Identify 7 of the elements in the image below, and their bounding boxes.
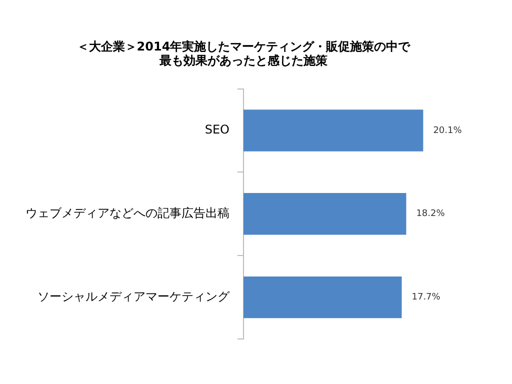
data-label: 18.2% — [416, 209, 446, 220]
y-tick-label: ソーシャルメディアマーケティング — [38, 289, 230, 304]
data-label: 20.1% — [433, 126, 462, 136]
data-label: 17.7% — [412, 292, 441, 303]
y-tick-label: SEO — [204, 122, 230, 137]
chart-title: ＜大企業＞2014年実施したマーケティング・販促施策の中で最も効果があったと感じた施策 — [76, 39, 412, 68]
y-tick-label: ウェブメディアなどへの記事広告出稿 — [26, 206, 230, 220]
